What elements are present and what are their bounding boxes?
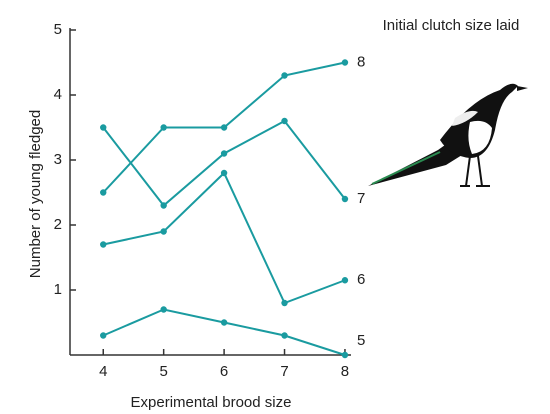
data-point	[160, 124, 167, 131]
x-tick-label: 5	[159, 363, 167, 380]
y-tick-label: 1	[54, 281, 62, 298]
data-point	[100, 241, 107, 248]
x-tick-label: 7	[280, 363, 288, 380]
data-point	[220, 124, 228, 131]
x-tick-label: 6	[220, 363, 228, 380]
data-point	[100, 189, 107, 196]
data-point	[281, 299, 288, 307]
data-point	[220, 319, 228, 326]
data-point	[220, 150, 228, 157]
data-point	[341, 351, 349, 359]
series-line	[102, 119, 346, 207]
legend-title: Initial clutch size laid	[383, 17, 520, 34]
y-tick-label: 2	[54, 216, 62, 233]
data-point	[281, 117, 288, 125]
data-point	[160, 228, 167, 235]
data-point	[160, 306, 167, 313]
x-tick-label: 8	[341, 363, 349, 380]
series-label: 8	[357, 53, 365, 70]
data-point	[341, 195, 349, 203]
data-point	[100, 332, 107, 339]
data-point	[160, 202, 167, 209]
x-axis-label: Experimental brood size	[131, 394, 292, 411]
y-tick-label: 3	[54, 151, 62, 168]
x-tick-label: 4	[99, 363, 107, 380]
data-point	[220, 169, 228, 177]
series-line	[102, 308, 346, 356]
y-axis-label: Number of young fledged	[27, 110, 44, 278]
data-point	[100, 124, 107, 131]
series-label: 7	[357, 190, 365, 207]
series-line	[103, 171, 346, 305]
data-point	[341, 277, 349, 284]
y-tick-label: 4	[54, 86, 62, 103]
data-point	[281, 72, 288, 79]
magpie	[368, 83, 528, 187]
data-point	[281, 332, 288, 339]
data-point	[341, 59, 349, 66]
series-label: 6	[357, 271, 365, 288]
y-tick-label: 5	[54, 21, 62, 38]
series-label: 5	[357, 332, 365, 349]
